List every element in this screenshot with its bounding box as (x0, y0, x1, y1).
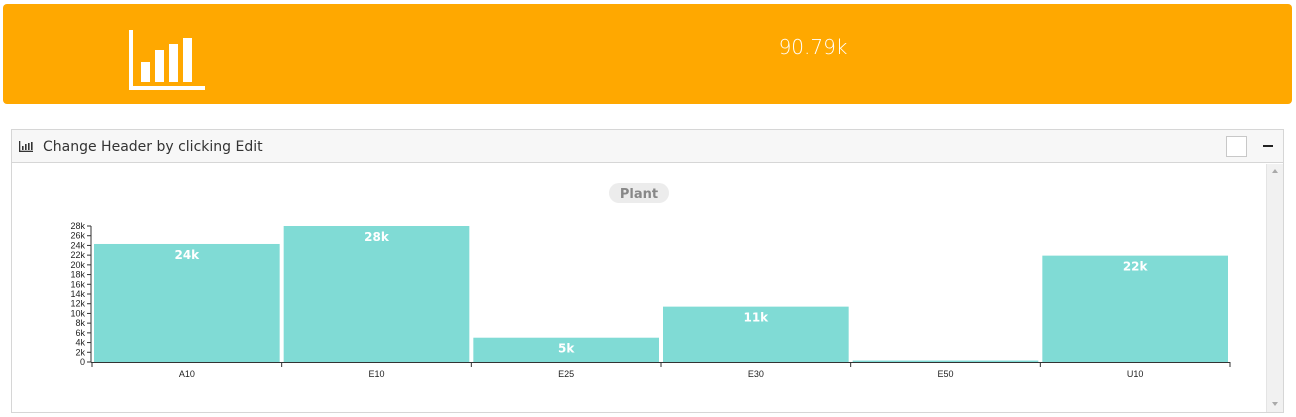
kpi-value: 90.79k (778, 35, 848, 59)
y-tick-label: 0 (80, 357, 85, 367)
scroll-down-icon[interactable] (1272, 402, 1278, 406)
data-label-E10: 28k (364, 230, 390, 244)
widget-header: Change Header by clicking Edit (12, 130, 1283, 163)
bar-E25 (473, 337, 659, 362)
y-tick-label: 2k (75, 347, 85, 357)
x-tick-label: E25 (558, 369, 574, 379)
y-tick-label: 18k (70, 270, 85, 280)
y-tick-label: 14k (70, 289, 85, 299)
y-tick-label: 26k (70, 231, 85, 241)
bar-E50 (852, 360, 1039, 362)
y-tick-label: 22k (70, 250, 85, 260)
bar-A10 (94, 243, 280, 362)
bar-chart-icon (129, 30, 205, 90)
data-label-U10: 22k (1123, 260, 1149, 274)
x-tick-label: E50 (937, 369, 953, 379)
widget-title: Change Header by clicking Edit (43, 139, 263, 155)
y-tick-label: 12k (70, 299, 85, 309)
bar-E30 (663, 306, 849, 362)
chart-widget: Change Header by clicking Edit Plant 24k 2… (11, 129, 1284, 413)
x-tick-label: U10 (1127, 369, 1144, 379)
widget-select-checkbox[interactable] (1226, 136, 1247, 157)
y-tick-label: 20k (70, 260, 85, 270)
y-tick-label: 8k (75, 318, 85, 328)
kpi-banner: 90.79k (3, 4, 1292, 104)
bar-U10 (1042, 255, 1228, 362)
bar-E10 (283, 226, 470, 362)
collapse-icon[interactable] (1263, 145, 1273, 147)
vertical-scrollbar[interactable] (1266, 164, 1283, 412)
scroll-up-icon[interactable] (1272, 169, 1278, 173)
y-tick-label: 6k (75, 328, 85, 338)
chart-title: Plant (620, 187, 658, 202)
x-tick-label: E10 (368, 369, 384, 379)
bar-chart-icon (19, 141, 33, 152)
y-tick-label: 4k (75, 338, 85, 348)
data-label-E25: 5k (558, 342, 575, 356)
x-tick-label: A10 (179, 369, 195, 379)
data-label-E30: 11k (743, 311, 769, 325)
y-tick-label: 28k (70, 221, 85, 231)
y-tick-label: 16k (70, 279, 85, 289)
y-tick-label: 10k (70, 308, 85, 318)
bar-chart: Plant 24k 28k 5k 11k 22k 02k4k6k8k10k12k14k16k… (70, 183, 1231, 379)
x-tick-label: E30 (748, 369, 764, 379)
chart-title-pill (609, 183, 669, 203)
data-label-A10: 24k (174, 248, 200, 262)
y-tick-label: 24k (70, 240, 85, 250)
